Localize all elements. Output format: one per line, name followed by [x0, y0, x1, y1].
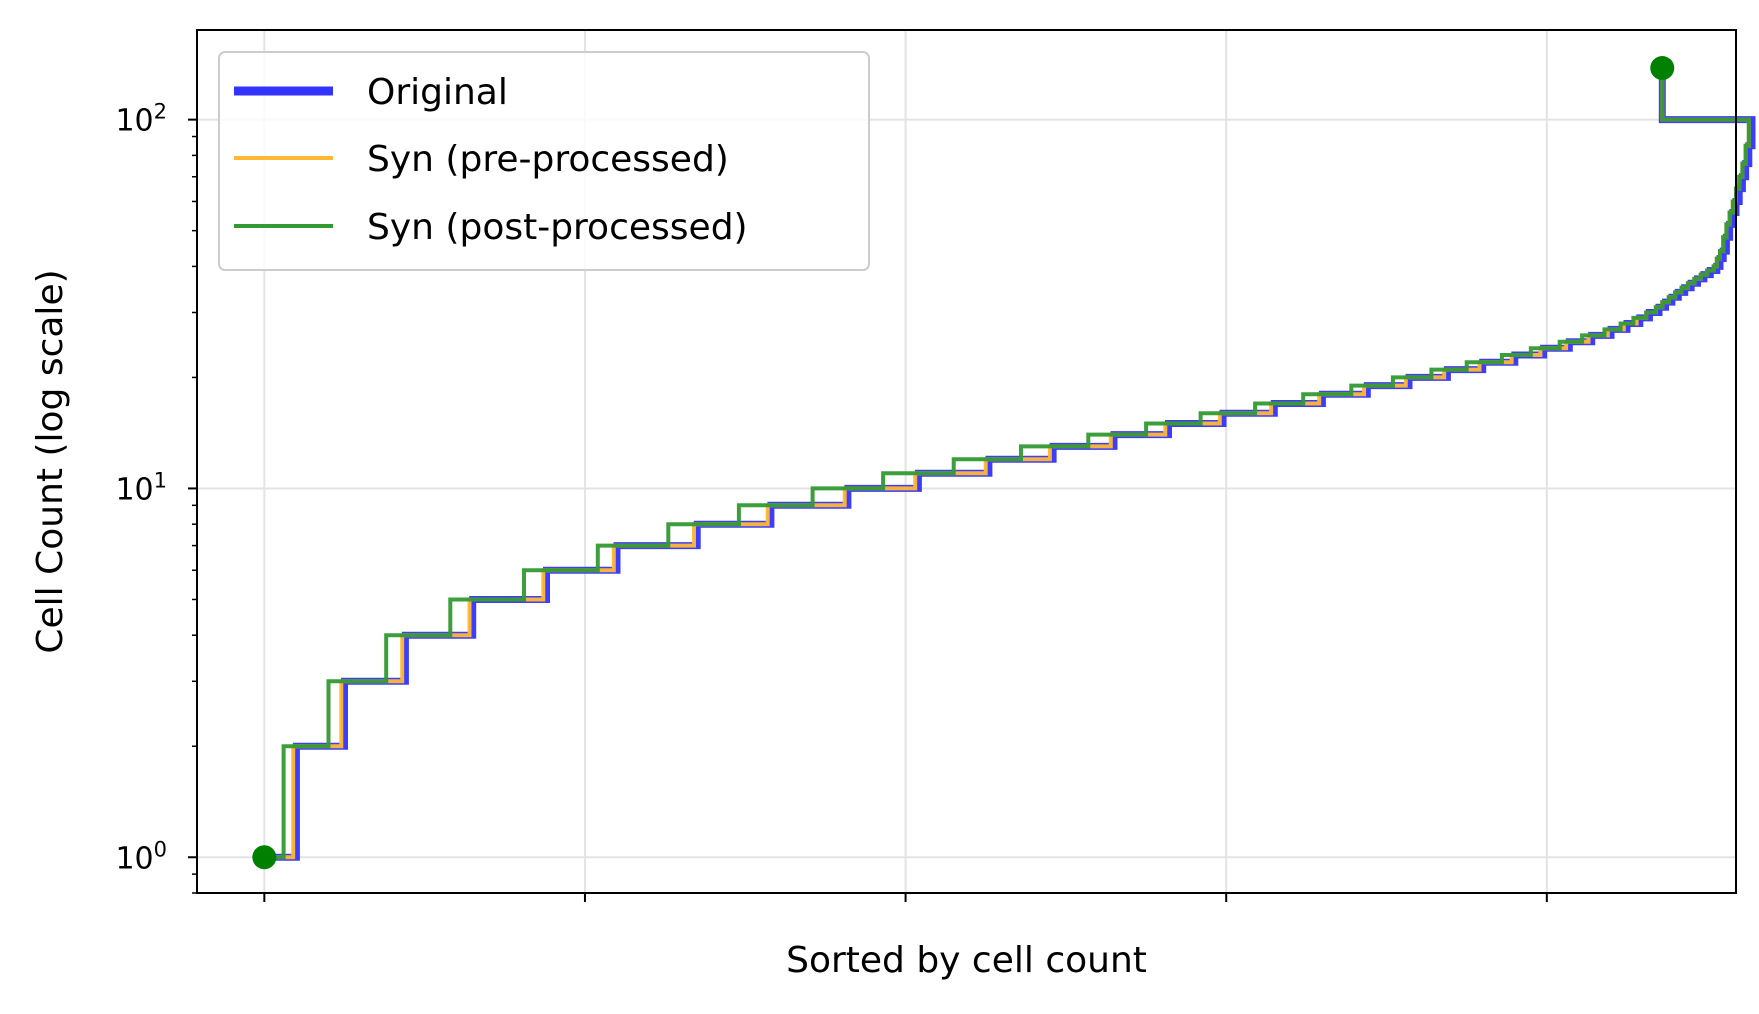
max-point-marker — [1650, 56, 1675, 81]
legend-label-syn-post-processed: Syn (post-processed) — [367, 207, 748, 248]
legend-label-original: Original — [367, 72, 508, 113]
plot-area-frame — [196, 29, 1737, 894]
endpoint-markers — [252, 56, 1675, 870]
series-group — [264, 68, 1756, 861]
legend: Original Syn (pre-processed) Syn (post-p… — [218, 51, 870, 271]
legend-box — [218, 51, 870, 271]
series-line-original — [264, 68, 1756, 861]
x-axis-label: Sorted by cell count — [786, 940, 1147, 981]
y-axis-label: Cell Count (log scale) — [30, 269, 71, 653]
min-point-marker — [252, 845, 277, 870]
legend-label-syn-pre-processed: Syn (pre-processed) — [367, 139, 729, 180]
series-line-syn-post-processed — [264, 68, 1751, 860]
x-axis-ticks — [263, 893, 1548, 902]
